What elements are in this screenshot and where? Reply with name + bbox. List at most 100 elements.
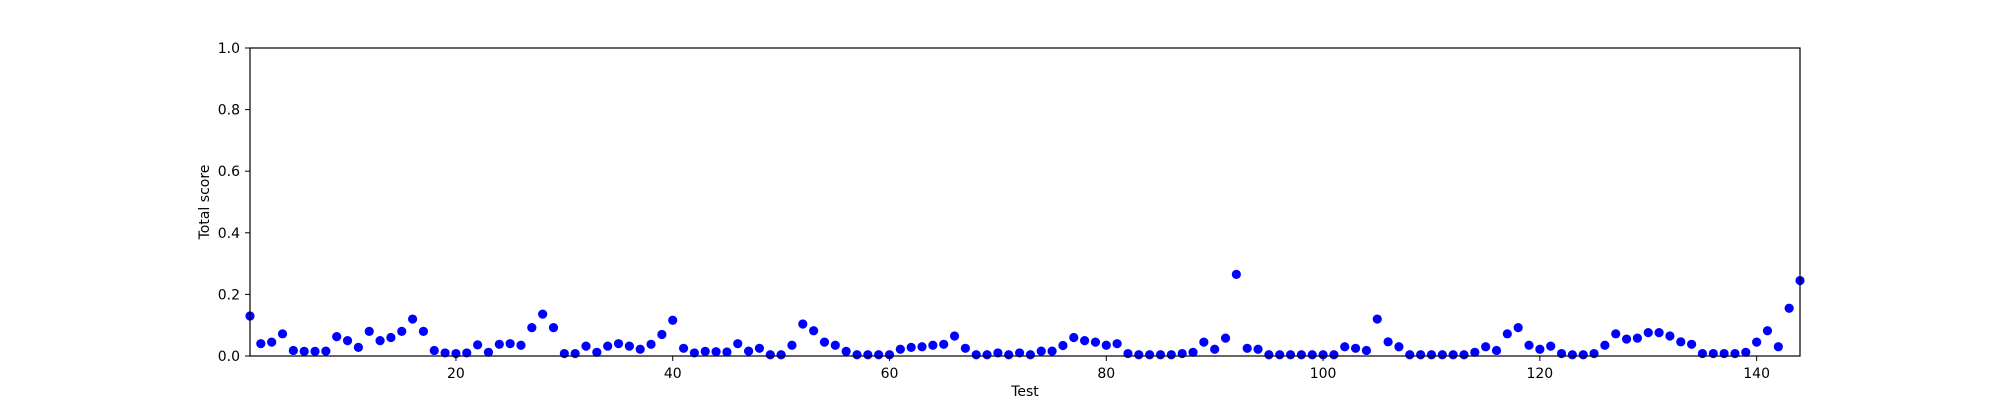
data-point (624, 341, 634, 351)
data-point (819, 337, 830, 347)
y-tick-label: 0.2 (218, 287, 240, 303)
data-point (1090, 337, 1101, 347)
data-point (1231, 269, 1241, 279)
data-point (548, 323, 559, 333)
data-point (689, 348, 700, 358)
data-point (397, 326, 407, 336)
data-point (733, 339, 743, 349)
data-point (841, 346, 851, 356)
y-tick-label: 0.6 (218, 164, 240, 180)
data-point (1199, 337, 1209, 347)
data-point (1058, 340, 1068, 351)
data-point (1654, 327, 1664, 338)
y-tick-label: 0.8 (218, 103, 240, 119)
data-point (960, 343, 970, 353)
data-point (1275, 350, 1285, 360)
data-point (1361, 345, 1372, 356)
data-point (700, 346, 710, 356)
data-point (711, 347, 721, 357)
data-point (906, 342, 916, 352)
data-point (722, 347, 732, 357)
y-tick-label: 1.0 (218, 41, 240, 57)
y-tick-label: 0.0 (218, 349, 240, 365)
data-point (1318, 350, 1328, 360)
data-point (1773, 342, 1783, 352)
data-point (993, 348, 1003, 358)
x-axis-label: Test (1010, 384, 1039, 400)
data-point (1535, 344, 1545, 354)
data-point (809, 326, 819, 336)
data-point (613, 339, 624, 349)
data-point (1719, 348, 1729, 359)
data-point (1437, 350, 1447, 360)
data-point (1491, 345, 1502, 356)
data-point (1220, 333, 1231, 343)
data-point (483, 347, 494, 357)
y-tick-label: 0.4 (218, 226, 240, 242)
x-axis: 20 40 60 80 100 120 140 (447, 356, 1770, 382)
data-point (1589, 348, 1599, 359)
data-point (1036, 346, 1046, 356)
data-point (1394, 342, 1404, 352)
data-point (1166, 350, 1176, 360)
data-point (830, 340, 840, 350)
data-point (1643, 327, 1653, 338)
data-point (462, 348, 472, 358)
data-point (1611, 329, 1621, 339)
x-tick-label: 120 (1526, 366, 1553, 382)
data-point (1101, 340, 1111, 350)
data-point (657, 329, 667, 340)
data-point (1004, 350, 1014, 360)
data-point (1296, 350, 1306, 360)
data-point (1329, 350, 1339, 360)
data-point (1416, 350, 1426, 360)
data-point (1285, 350, 1296, 360)
data-point (1340, 342, 1350, 352)
data-point (1188, 347, 1198, 357)
data-point (473, 340, 483, 350)
data-point (1687, 339, 1697, 349)
data-point (776, 350, 786, 360)
x-tick-label: 140 (1743, 366, 1770, 382)
data-point (863, 350, 873, 360)
plot-frame (249, 47, 1801, 357)
data-point (267, 337, 277, 347)
data-point (1134, 350, 1144, 360)
data-point (1546, 341, 1556, 351)
data-point (1350, 343, 1361, 353)
y-axis: 0.0 0.2 0.4 0.6 0.8 1.0 (218, 41, 250, 365)
data-point (1697, 348, 1708, 359)
x-tick-label: 100 (1310, 366, 1337, 382)
data-point (787, 340, 797, 350)
data-point (321, 346, 331, 356)
data-point (1177, 348, 1187, 359)
data-point (1112, 339, 1122, 349)
data-point (592, 347, 602, 357)
data-point (1730, 348, 1740, 359)
data-point (1372, 314, 1382, 324)
data-point (1383, 337, 1393, 347)
data-point (1578, 350, 1588, 360)
data-point (744, 346, 754, 356)
data-point (418, 326, 429, 336)
data-point (1784, 303, 1794, 313)
data-point (1621, 334, 1632, 344)
data-point (256, 339, 266, 349)
data-point (798, 319, 808, 329)
data-point (928, 340, 938, 350)
data-point (949, 331, 960, 341)
data-point (277, 329, 288, 339)
data-point (1470, 347, 1480, 357)
data-point (1752, 337, 1762, 347)
data-point (1513, 323, 1523, 333)
data-point (1080, 336, 1090, 346)
data-point (538, 309, 548, 319)
data-point (288, 345, 298, 356)
x-tick-label: 20 (447, 366, 465, 382)
data-point (1210, 344, 1220, 354)
data-point (1448, 350, 1458, 360)
data-point (310, 346, 320, 356)
data-point (939, 339, 949, 349)
y-axis-label: Total score (197, 165, 213, 241)
data-point (603, 341, 613, 351)
